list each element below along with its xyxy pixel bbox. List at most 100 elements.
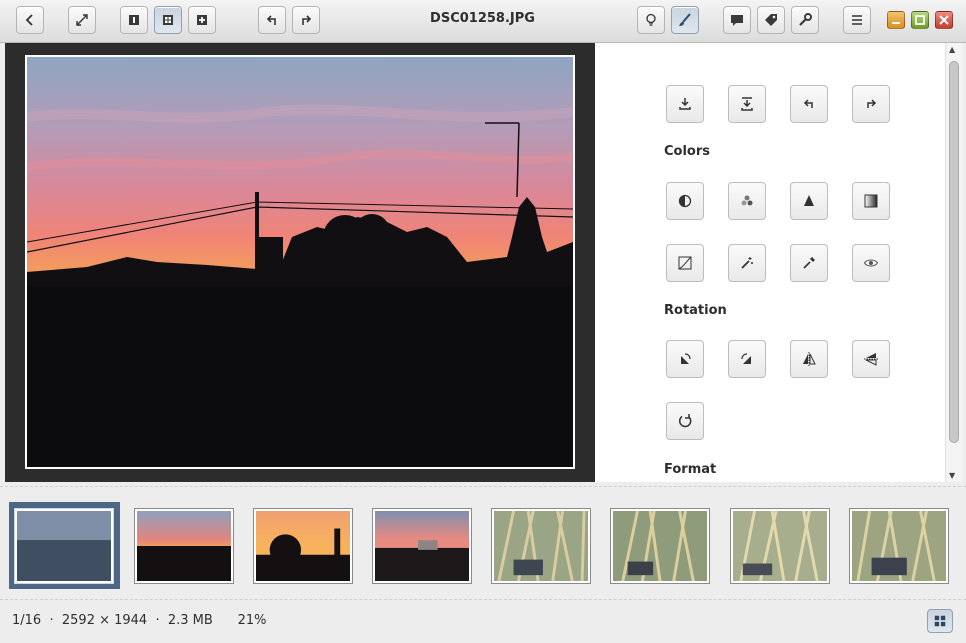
brush-icon — [679, 13, 691, 26]
save-as-icon — [741, 97, 753, 111]
thumbnail-image — [375, 511, 469, 581]
thumbnail-image — [256, 511, 350, 581]
add-icon — [197, 15, 207, 25]
thumbnail-image — [17, 511, 111, 581]
close-icon — [939, 15, 949, 25]
thumbnail-toggle-button[interactable] — [927, 609, 953, 633]
comment-button[interactable] — [723, 6, 751, 34]
tag-icon — [765, 14, 777, 26]
thumbnail-image — [852, 511, 946, 581]
lightbulb-icon — [646, 13, 656, 26]
thumbnail-image — [733, 511, 827, 581]
edit-button[interactable] — [671, 6, 699, 34]
gradient-icon — [864, 194, 878, 208]
section-title-colors: Colors — [664, 144, 711, 159]
channels-button[interactable] — [728, 182, 766, 220]
window-title: DSC01258.JPG — [430, 11, 535, 26]
minimize-icon — [892, 22, 900, 24]
section-title-format: Format — [664, 462, 717, 477]
channels-icon — [741, 195, 753, 206]
minimize-button[interactable] — [887, 11, 905, 29]
auto-enhance-button[interactable] — [728, 244, 766, 282]
flip-horizontal-button[interactable] — [790, 340, 828, 378]
save-as-button[interactable] — [728, 85, 766, 123]
scroll-down-arrow-icon[interactable]: ▼ — [949, 471, 956, 480]
header-bar: DSC01258.JPG — [0, 0, 966, 43]
single-view-button[interactable] — [120, 6, 148, 34]
add-button[interactable] — [188, 6, 216, 34]
save-icon — [679, 98, 691, 110]
panel-redo-button[interactable] — [852, 85, 890, 123]
thumbnail[interactable] — [730, 508, 830, 584]
flip-vertical-button[interactable] — [852, 340, 890, 378]
undo-button[interactable] — [258, 6, 286, 34]
flip-horizontal-icon — [803, 352, 816, 366]
eye-icon — [863, 259, 879, 267]
rotate-left-button[interactable] — [666, 340, 704, 378]
section-title-rotation: Rotation — [664, 303, 727, 318]
photo-frame — [25, 55, 575, 469]
thumbnail-image — [137, 511, 231, 581]
thumbnail[interactable] — [372, 508, 472, 584]
menu-button[interactable] — [843, 6, 871, 34]
thumbnail[interactable] — [14, 508, 114, 584]
status-separator: · — [49, 613, 54, 628]
fullscreen-button[interactable] — [68, 6, 96, 34]
contrast-icon — [678, 194, 692, 208]
thumbnail[interactable] — [253, 508, 353, 584]
grid-view-button[interactable] — [154, 6, 182, 34]
levels-icon — [804, 195, 814, 206]
maximize-icon — [915, 15, 925, 25]
undo-icon — [803, 99, 813, 108]
image-viewer[interactable] — [5, 43, 595, 482]
rotate-left-icon — [681, 353, 691, 364]
magic-wand-icon — [741, 257, 753, 269]
back-button[interactable] — [16, 6, 44, 34]
menu-icon — [852, 15, 862, 25]
status-dimensions: 2592 × 1944 — [61, 613, 148, 628]
redo-icon — [302, 15, 312, 25]
thumbnail[interactable] — [849, 508, 949, 584]
reset-rotation-icon — [678, 414, 692, 428]
thumbnail-image — [613, 511, 707, 581]
thumbnail-strip — [0, 486, 966, 594]
tools-button[interactable] — [791, 6, 819, 34]
status-zoom: 21% — [237, 613, 267, 628]
redo-button[interactable] — [292, 6, 320, 34]
gradient-button[interactable] — [852, 182, 890, 220]
grid-icon — [934, 615, 946, 627]
flip-vertical-icon — [864, 353, 878, 366]
tag-button[interactable] — [757, 6, 785, 34]
thumbnail[interactable] — [134, 508, 234, 584]
maximize-button[interactable] — [911, 11, 929, 29]
contrast-button[interactable] — [666, 182, 704, 220]
scroll-thumb[interactable] — [949, 61, 959, 443]
rotate-right-button[interactable] — [728, 340, 766, 378]
save-button[interactable] — [666, 85, 704, 123]
panel-undo-button[interactable] — [790, 85, 828, 123]
scroll-up-arrow-icon[interactable]: ▲ — [949, 45, 956, 54]
grid-view-icon — [163, 15, 173, 25]
fullscreen-icon — [76, 14, 88, 26]
info-button[interactable] — [637, 6, 665, 34]
red-eye-button[interactable] — [852, 244, 890, 282]
panel-scrollbar[interactable]: ▲ ▼ — [945, 43, 962, 482]
eyedropper-button[interactable] — [790, 244, 828, 282]
curves-button[interactable] — [666, 244, 704, 282]
back-icon — [25, 14, 33, 26]
undo-icon — [266, 15, 276, 25]
levels-button[interactable] — [790, 182, 828, 220]
status-position: 1/16 — [12, 613, 42, 628]
thumbnail[interactable] — [610, 508, 710, 584]
single-view-icon — [129, 15, 139, 25]
close-button[interactable] — [935, 11, 953, 29]
sunset-photo[interactable] — [27, 57, 573, 467]
thumbnail-image — [494, 511, 588, 581]
comment-icon — [731, 15, 743, 26]
status-filesize: 2.3 MB — [167, 613, 213, 628]
reset-rotation-button[interactable] — [666, 402, 704, 440]
edit-panel: Colors Rotation — [595, 43, 945, 482]
thumbnail[interactable] — [491, 508, 591, 584]
redo-icon — [867, 99, 877, 108]
